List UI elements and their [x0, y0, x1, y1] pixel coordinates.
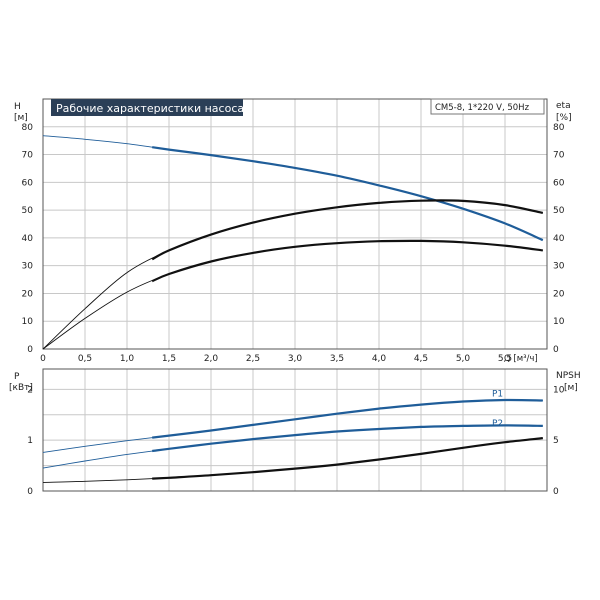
lower-grid: [43, 369, 548, 491]
power-unit: [кВт]: [9, 383, 33, 393]
y-left-tick-label: 40: [22, 234, 34, 244]
efficiency-curve-2-line: [42, 240, 543, 350]
head-efficiency-panel: Рабочие характеристики насоса CM5-8, 1*2…: [14, 98, 572, 364]
y-right-tick-label: 10: [553, 317, 565, 327]
y-left-tick-label: 20: [22, 289, 34, 299]
x-tick-label: 3,5: [330, 354, 344, 364]
npsh-unit: [м]: [564, 383, 578, 393]
y-right-unit: [%]: [556, 113, 572, 123]
x-tick-label: 2,0: [204, 354, 219, 364]
x-tick-label: 3,0: [288, 354, 303, 364]
upper-series: [42, 135, 544, 350]
p1-curve-operating-line: [152, 398, 543, 439]
x-axis-label: Q [м³/ч]: [504, 354, 538, 364]
head-curve-line: [42, 135, 543, 241]
npsh-curve-line: [42, 437, 543, 483]
y-left-label: H: [14, 102, 21, 112]
p2-curve-operating-line: [152, 424, 543, 453]
y-left-tick-label: 0: [27, 345, 33, 355]
power-tick-label: 2: [27, 385, 33, 395]
model-label: CM5-8, 1*220 V, 50Hz: [435, 103, 530, 113]
npsh-label: NPSH: [556, 371, 581, 381]
npsh-curve-operating-line: [152, 437, 543, 480]
model-label-box: [430, 98, 545, 115]
y-right-label: eta: [556, 101, 571, 111]
power-tick-label: 0: [27, 487, 33, 497]
y-left-tick-label: 50: [22, 206, 34, 216]
power-label: P: [14, 372, 20, 382]
y-left-tick-label: 80: [22, 123, 34, 133]
x-tick-label: 0,5: [78, 354, 92, 364]
y-right-tick-label: 50: [553, 206, 565, 216]
y-right-tick-labels: 0 10 20 30 40 50 60 70 80: [553, 123, 565, 355]
x-tick-labels: 0 0,5 1,0 1,5 2,0 2,5 3,0 3,5 4,0 4,5 5,0 5,5: [40, 354, 512, 364]
y-left-tick-labels: 0 10 20 30 40 50 60 70 80: [22, 123, 34, 355]
y-right-tick-label: 20: [553, 289, 565, 299]
head-curve-operating-line: [152, 146, 544, 242]
lower-plot-frame: [42, 368, 548, 492]
y-left-tick-label: 70: [22, 151, 34, 161]
x-tick-label: 4,0: [372, 354, 387, 364]
y-right-tick-label: 0: [553, 345, 559, 355]
y-right-tick-label: 80: [553, 123, 565, 133]
y-right-tick-label: 30: [553, 262, 565, 272]
y-right-tick-label: 70: [553, 151, 565, 161]
npsh-tick-label: 0: [553, 487, 559, 497]
y-left-tick-label: 60: [22, 178, 34, 188]
npsh-tick-label: 5: [553, 436, 559, 446]
x-tick-label: 0: [40, 354, 46, 364]
npsh-tick-label: 10: [553, 385, 565, 395]
upper-plot-frame: [42, 98, 548, 350]
y-left-tick-label: 10: [22, 317, 34, 327]
x-tick-label: 1,5: [162, 354, 176, 364]
x-tick-label: 4,5: [414, 354, 428, 364]
efficiency-curve-1-operating-line: [151, 199, 544, 261]
npsh-tick-labels: 0 5 10: [553, 385, 565, 497]
power-tick-labels: 0 1 2: [27, 385, 33, 497]
series-label-p1: P1: [492, 390, 503, 400]
x-tick-label: 5,0: [456, 354, 471, 364]
x-tick-label: 5,5: [498, 354, 512, 364]
efficiency-curve-1-line: [42, 199, 543, 350]
series-label-p2: P2: [492, 419, 503, 429]
lower-series: P1 P2: [42, 390, 543, 483]
chart-title: Рабочие характеристики насоса: [56, 102, 244, 115]
efficiency-curve-2-operating-line: [151, 239, 543, 283]
power-tick-label: 1: [27, 436, 33, 446]
y-right-tick-label: 60: [553, 178, 565, 188]
title-banner: [51, 99, 243, 116]
y-left-tick-label: 30: [22, 262, 34, 272]
y-right-tick-label: 40: [553, 234, 565, 244]
power-npsh-panel: P [кВт] NPSH [м] 0 1 2 0 5 10 P1 P2: [9, 368, 581, 497]
x-tick-label: 1,0: [120, 354, 135, 364]
x-tick-label: 2,5: [246, 354, 260, 364]
y-left-unit: [м]: [14, 113, 28, 123]
upper-grid: [43, 99, 548, 349]
